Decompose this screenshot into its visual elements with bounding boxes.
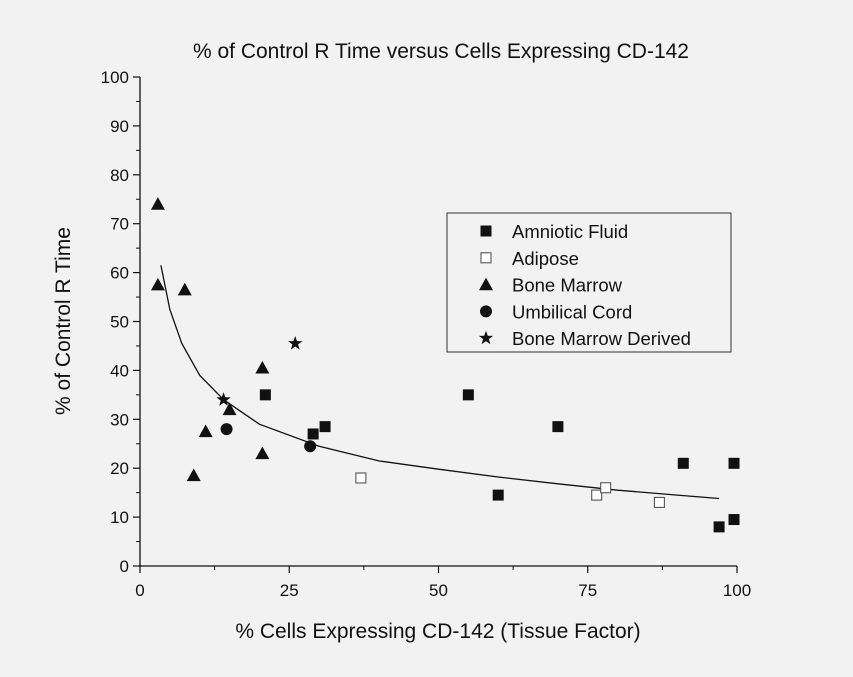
- data-point: [216, 392, 231, 406]
- data-point: [319, 421, 331, 433]
- y-tick-label: 50: [110, 313, 129, 332]
- data-point: [150, 197, 165, 210]
- data-point: [198, 424, 213, 438]
- legend-marker: [480, 305, 492, 318]
- x-tick-label: 0: [135, 581, 144, 600]
- chart-title: % of Control R Time versus Cells Express…: [193, 40, 689, 63]
- legend-label: Umbilical Cord: [512, 301, 632, 322]
- x-tick-label: 75: [578, 581, 597, 600]
- data-point: [355, 472, 367, 484]
- data-point: [677, 457, 689, 469]
- legend-box: [446, 212, 732, 353]
- data-point: [462, 389, 474, 401]
- y-tick-label: 20: [110, 459, 129, 478]
- x-tick-label: 25: [280, 581, 299, 600]
- y-tick-label: 80: [110, 166, 129, 185]
- legend-label: Bone Marrow Derived: [512, 328, 691, 349]
- y-tick-label: 10: [110, 508, 129, 527]
- series-2: [150, 197, 270, 482]
- data-point: [728, 514, 740, 526]
- legend-marker: [480, 225, 492, 237]
- data-point: [255, 360, 270, 374]
- y-tick-label: 30: [110, 410, 129, 429]
- data-point: [728, 457, 740, 469]
- legend-marker: [478, 330, 494, 345]
- data-point: [653, 496, 665, 508]
- data-point: [307, 428, 319, 440]
- data-point: [222, 402, 237, 416]
- series-3: [220, 423, 317, 453]
- x-tick-label: 50: [429, 581, 448, 600]
- data-point: [220, 423, 233, 436]
- series-0: [259, 389, 740, 533]
- legend-label: Bone Marrow: [512, 275, 623, 296]
- y-axis-title: % of Control R Time: [52, 227, 75, 415]
- y-tick-label: 40: [110, 361, 129, 380]
- data-point: [259, 389, 271, 401]
- y-tick-label: 70: [110, 215, 129, 234]
- y-tick-label: 90: [110, 117, 129, 136]
- legend: Amniotic Fluid Adipose Bone Marrow Umbilica…: [446, 212, 732, 353]
- axes: 0 10 20 30 40 50 60 70 80 90 100 0 25 50 75 100: [101, 68, 752, 600]
- data-point: [255, 446, 270, 460]
- series-1: [355, 472, 665, 508]
- data-point: [600, 482, 612, 494]
- data-point: [186, 468, 201, 482]
- legend-marker: [480, 252, 492, 264]
- data-point: [713, 521, 725, 533]
- data-point: [552, 421, 564, 433]
- y-tick-label: 0: [120, 557, 129, 576]
- data-point: [591, 489, 603, 501]
- legend-label: Adipose: [512, 248, 579, 269]
- y-tick-label: 100: [101, 68, 129, 87]
- data-point: [492, 489, 504, 501]
- y-tick-label: 60: [110, 264, 129, 283]
- data-point: [150, 277, 165, 291]
- legend-label: Amniotic Fluid: [512, 221, 628, 242]
- x-tick-label: 100: [723, 581, 751, 600]
- data-point: [177, 282, 192, 296]
- data-point: [288, 336, 303, 350]
- data-point: [304, 440, 317, 453]
- data-points: [150, 197, 740, 533]
- legend-marker: [479, 277, 493, 291]
- x-axis-title: % Cells Expressing CD-142 (Tissue Factor…: [235, 620, 640, 643]
- series-4: [216, 336, 303, 406]
